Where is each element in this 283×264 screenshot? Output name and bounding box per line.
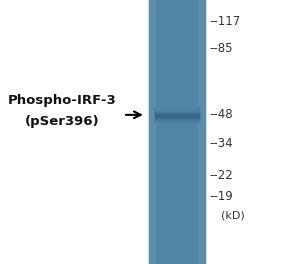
Bar	[155, 118, 199, 119]
Bar	[155, 117, 199, 118]
Bar	[155, 114, 199, 115]
Text: --19: --19	[209, 190, 233, 203]
Text: --22: --22	[209, 169, 233, 182]
Bar	[155, 121, 199, 122]
Bar	[155, 111, 199, 112]
Bar	[155, 121, 199, 122]
Bar	[155, 120, 199, 121]
Bar	[155, 109, 199, 110]
Bar	[155, 119, 199, 120]
Bar	[155, 116, 199, 117]
Bar	[155, 119, 199, 120]
Bar	[155, 114, 199, 115]
Text: (pSer396): (pSer396)	[25, 115, 100, 128]
Bar	[155, 113, 199, 114]
Bar	[155, 115, 199, 116]
Bar	[155, 117, 199, 118]
Bar	[155, 112, 199, 113]
Bar	[155, 114, 199, 115]
Text: Phospho-IRF-3: Phospho-IRF-3	[8, 94, 117, 107]
Text: --117: --117	[209, 15, 241, 28]
Bar	[155, 111, 199, 112]
Bar	[155, 120, 199, 121]
Bar	[155, 113, 199, 114]
Bar	[155, 118, 199, 119]
Bar	[155, 108, 199, 109]
Text: --48: --48	[209, 108, 233, 121]
Bar	[155, 116, 199, 117]
Bar	[155, 111, 199, 112]
Bar	[155, 115, 199, 116]
Text: --34: --34	[209, 137, 233, 150]
Bar	[155, 107, 199, 108]
Bar	[155, 119, 199, 120]
Bar	[155, 109, 199, 110]
Bar	[155, 109, 199, 110]
Bar	[155, 110, 199, 111]
Bar	[155, 118, 199, 119]
Bar	[155, 116, 199, 117]
Bar	[155, 112, 199, 113]
Bar	[155, 113, 199, 114]
Bar	[155, 108, 199, 109]
Bar	[155, 121, 199, 122]
Text: (kD): (kD)	[221, 210, 245, 220]
Bar	[155, 112, 199, 113]
Bar	[149, 0, 155, 264]
Bar	[155, 110, 199, 111]
Bar	[198, 0, 205, 264]
Bar	[155, 108, 199, 109]
Bar	[149, 0, 205, 264]
Text: --85: --85	[209, 42, 233, 55]
Bar	[155, 115, 199, 116]
Bar	[155, 107, 199, 108]
